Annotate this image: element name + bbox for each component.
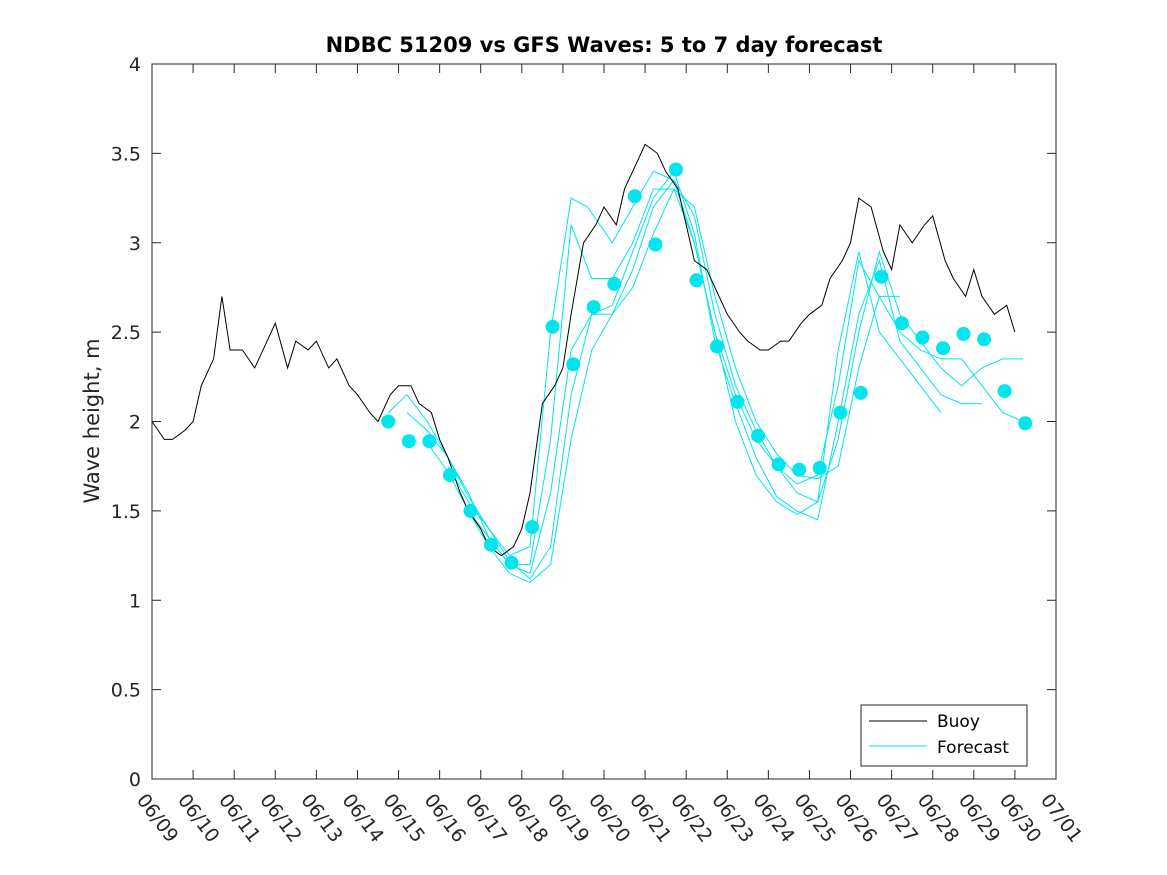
forecast-point bbox=[751, 428, 766, 443]
forecast-point bbox=[812, 461, 827, 475]
forecast-point bbox=[771, 457, 786, 472]
forecast-point bbox=[894, 316, 909, 331]
forecast-point bbox=[545, 319, 560, 334]
forecast-point bbox=[627, 189, 642, 204]
forecast-point bbox=[566, 357, 581, 372]
buoy-line bbox=[151, 143, 1016, 557]
legend-forecast-label: Forecast bbox=[937, 738, 1009, 758]
forecast-point bbox=[484, 537, 498, 552]
legend: Buoy Forecast bbox=[860, 704, 1028, 767]
y-tick-label: 0 bbox=[129, 769, 141, 791]
forecast-run-line bbox=[426, 170, 982, 575]
forecast-point bbox=[915, 330, 930, 345]
y-tick-label: 3 bbox=[129, 233, 141, 255]
forecast-point bbox=[422, 434, 437, 449]
forecast-run-line bbox=[447, 179, 1024, 580]
forecast-point bbox=[956, 326, 971, 341]
forecast-point bbox=[874, 269, 889, 284]
forecast-point bbox=[442, 468, 457, 483]
y-tick-label: 3.5 bbox=[111, 143, 141, 165]
forecast-point bbox=[504, 555, 519, 570]
forecast-point bbox=[730, 394, 745, 409]
forecast-point bbox=[997, 384, 1012, 399]
forecast-point bbox=[1018, 416, 1033, 431]
forecast-run-line bbox=[387, 170, 900, 557]
y-tick-label: 2.5 bbox=[111, 322, 141, 344]
forecast-point bbox=[689, 273, 704, 288]
forecast-point bbox=[936, 341, 950, 356]
legend-box bbox=[860, 704, 1028, 767]
forecast-point bbox=[381, 414, 396, 429]
forecast-point bbox=[401, 434, 416, 449]
forecast-point bbox=[977, 332, 992, 347]
chart-title: NDBC 51209 vs GFS Waves: 5 to 7 day fore… bbox=[326, 33, 883, 57]
plot-area bbox=[152, 64, 1056, 779]
legend-buoy-label: Buoy bbox=[937, 712, 980, 732]
forecast-point bbox=[668, 162, 683, 177]
forecast-point bbox=[710, 339, 724, 354]
forecast-run-line bbox=[467, 188, 1024, 583]
forecast-point bbox=[833, 405, 848, 420]
forecast-point bbox=[607, 276, 622, 291]
forecast-point bbox=[525, 520, 540, 534]
series-layer bbox=[151, 143, 1033, 583]
y-tick-label: 1 bbox=[129, 590, 141, 612]
forecast-point bbox=[792, 462, 807, 477]
y-axis-label: Wave height, m bbox=[80, 338, 104, 503]
forecast-point bbox=[853, 385, 868, 400]
y-tick-label: 4 bbox=[129, 54, 141, 76]
y-tick-label: 2 bbox=[129, 412, 141, 434]
forecast-point bbox=[463, 503, 478, 518]
y-tick-label: 0.5 bbox=[111, 680, 141, 702]
y-tick-label: 1.5 bbox=[111, 501, 141, 523]
forecast-point bbox=[586, 300, 601, 315]
forecast-point bbox=[648, 237, 663, 252]
